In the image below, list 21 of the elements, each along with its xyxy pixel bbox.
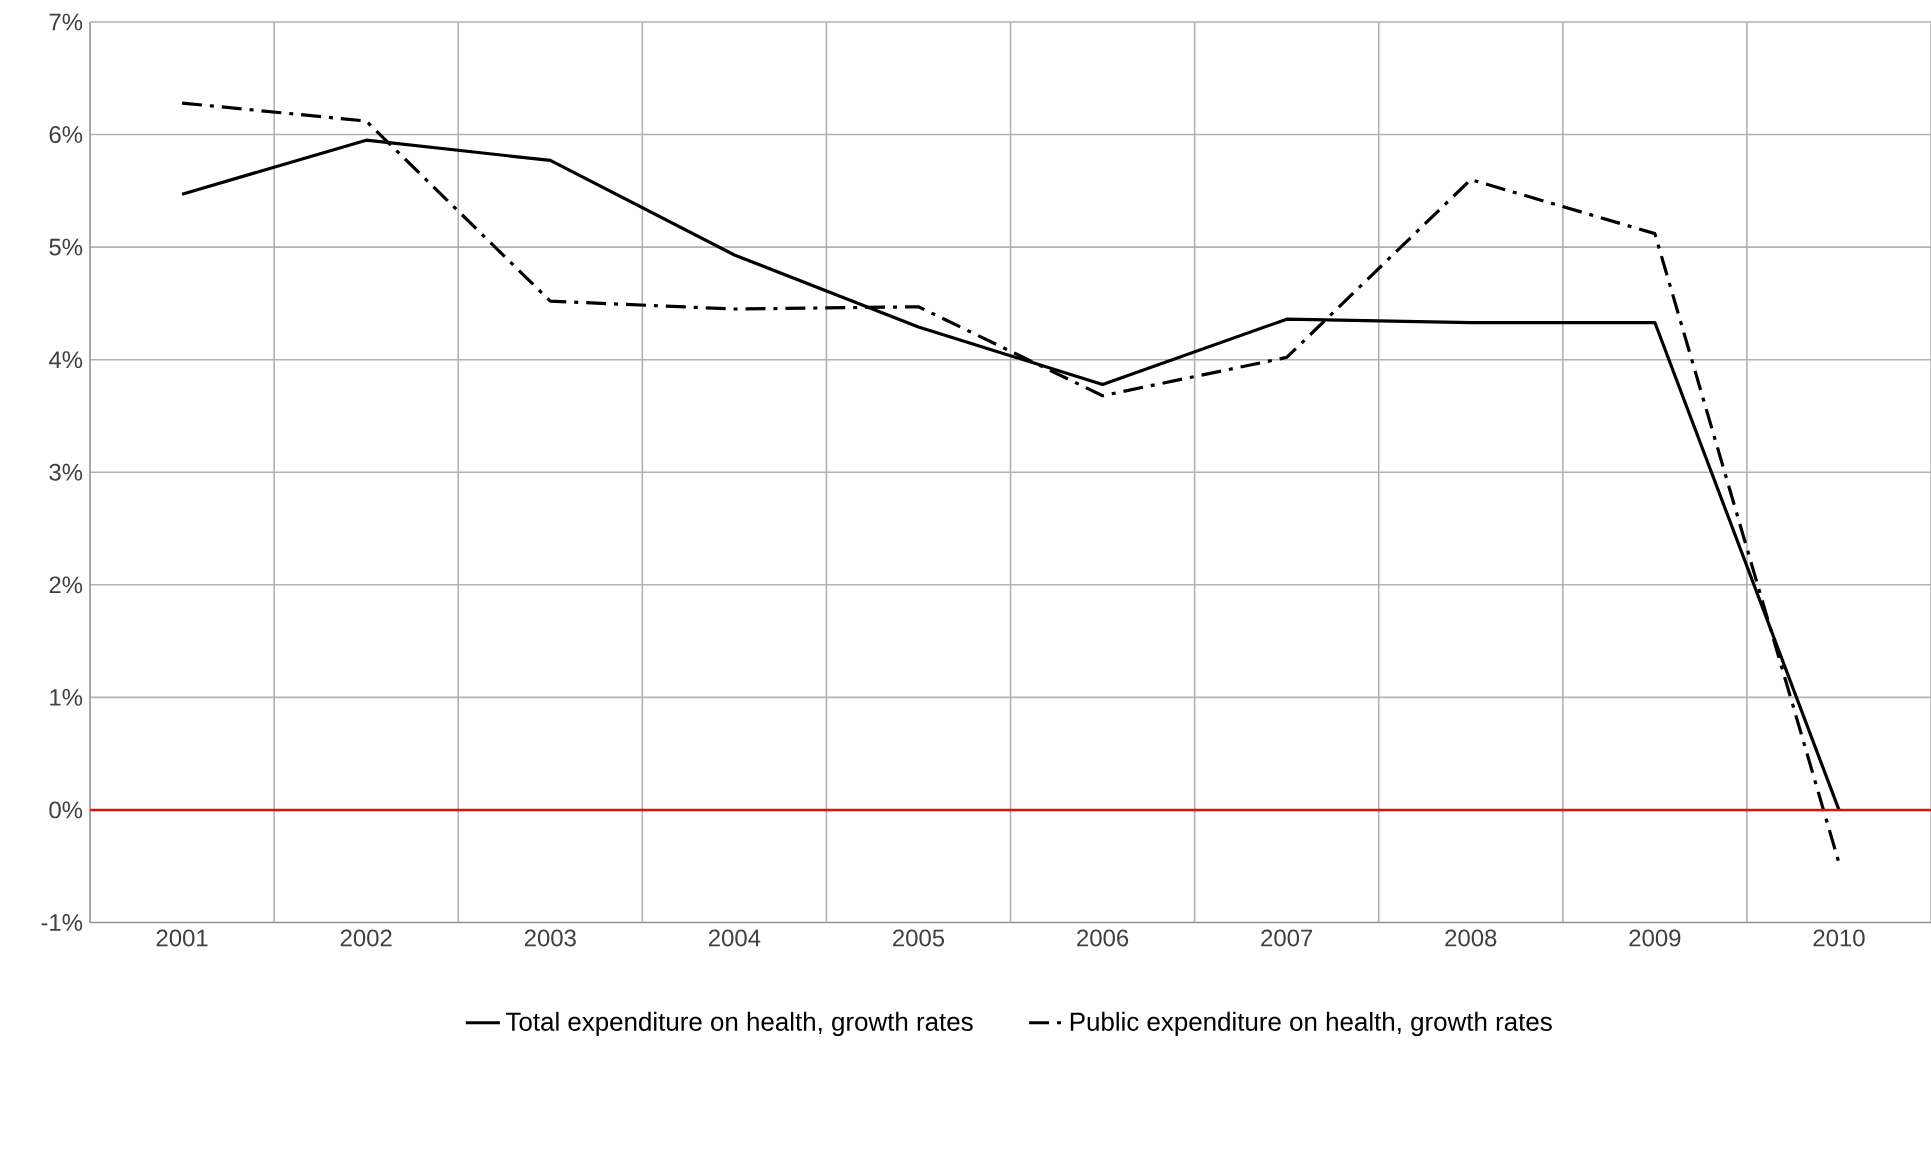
y-tick-label: 2% — [49, 576, 83, 594]
x-tick-label: 2008 — [1445, 929, 1497, 947]
y-tick-label: 3% — [49, 463, 83, 481]
x-tick-label: 2009 — [1629, 929, 1681, 947]
y-tick-label: 5% — [49, 238, 83, 256]
x-tick-label: 2003 — [524, 929, 576, 947]
x-tick-label: 2001 — [156, 929, 208, 947]
legend-label: Total expenditure on health, growth rates — [506, 1012, 973, 1037]
y-tick-label: 7% — [49, 13, 83, 31]
x-tick-label: 2007 — [1261, 929, 1313, 947]
y-tick-label: 0% — [49, 801, 83, 819]
y-tick-label: 4% — [48, 351, 83, 369]
x-tick-label: 2010 — [1813, 929, 1865, 947]
y-tick-label: 6% — [49, 126, 83, 144]
x-tick-label: 2002 — [340, 929, 392, 947]
x-tick-label: 2006 — [1077, 929, 1129, 947]
x-tick-label: 2005 — [893, 929, 945, 947]
y-tick-label: 1% — [50, 689, 83, 706]
y-tick-label: -1% — [41, 914, 83, 932]
x-tick-label: 2004 — [708, 929, 761, 947]
legend-label: Public expenditure on health, growth rates — [1070, 1012, 1552, 1037]
